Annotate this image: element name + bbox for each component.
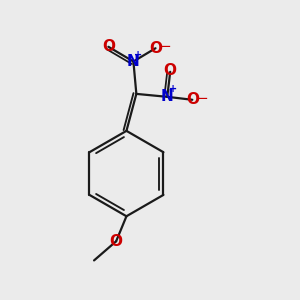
Text: −: −: [158, 39, 171, 54]
Text: −: −: [195, 91, 208, 106]
Text: O: O: [110, 234, 123, 249]
Text: N: N: [161, 89, 174, 104]
Text: +: +: [134, 50, 142, 60]
Text: O: O: [102, 39, 115, 54]
Text: O: O: [164, 63, 177, 78]
Text: O: O: [186, 92, 199, 107]
Text: +: +: [169, 85, 177, 94]
Text: N: N: [127, 54, 140, 69]
Text: O: O: [149, 41, 162, 56]
